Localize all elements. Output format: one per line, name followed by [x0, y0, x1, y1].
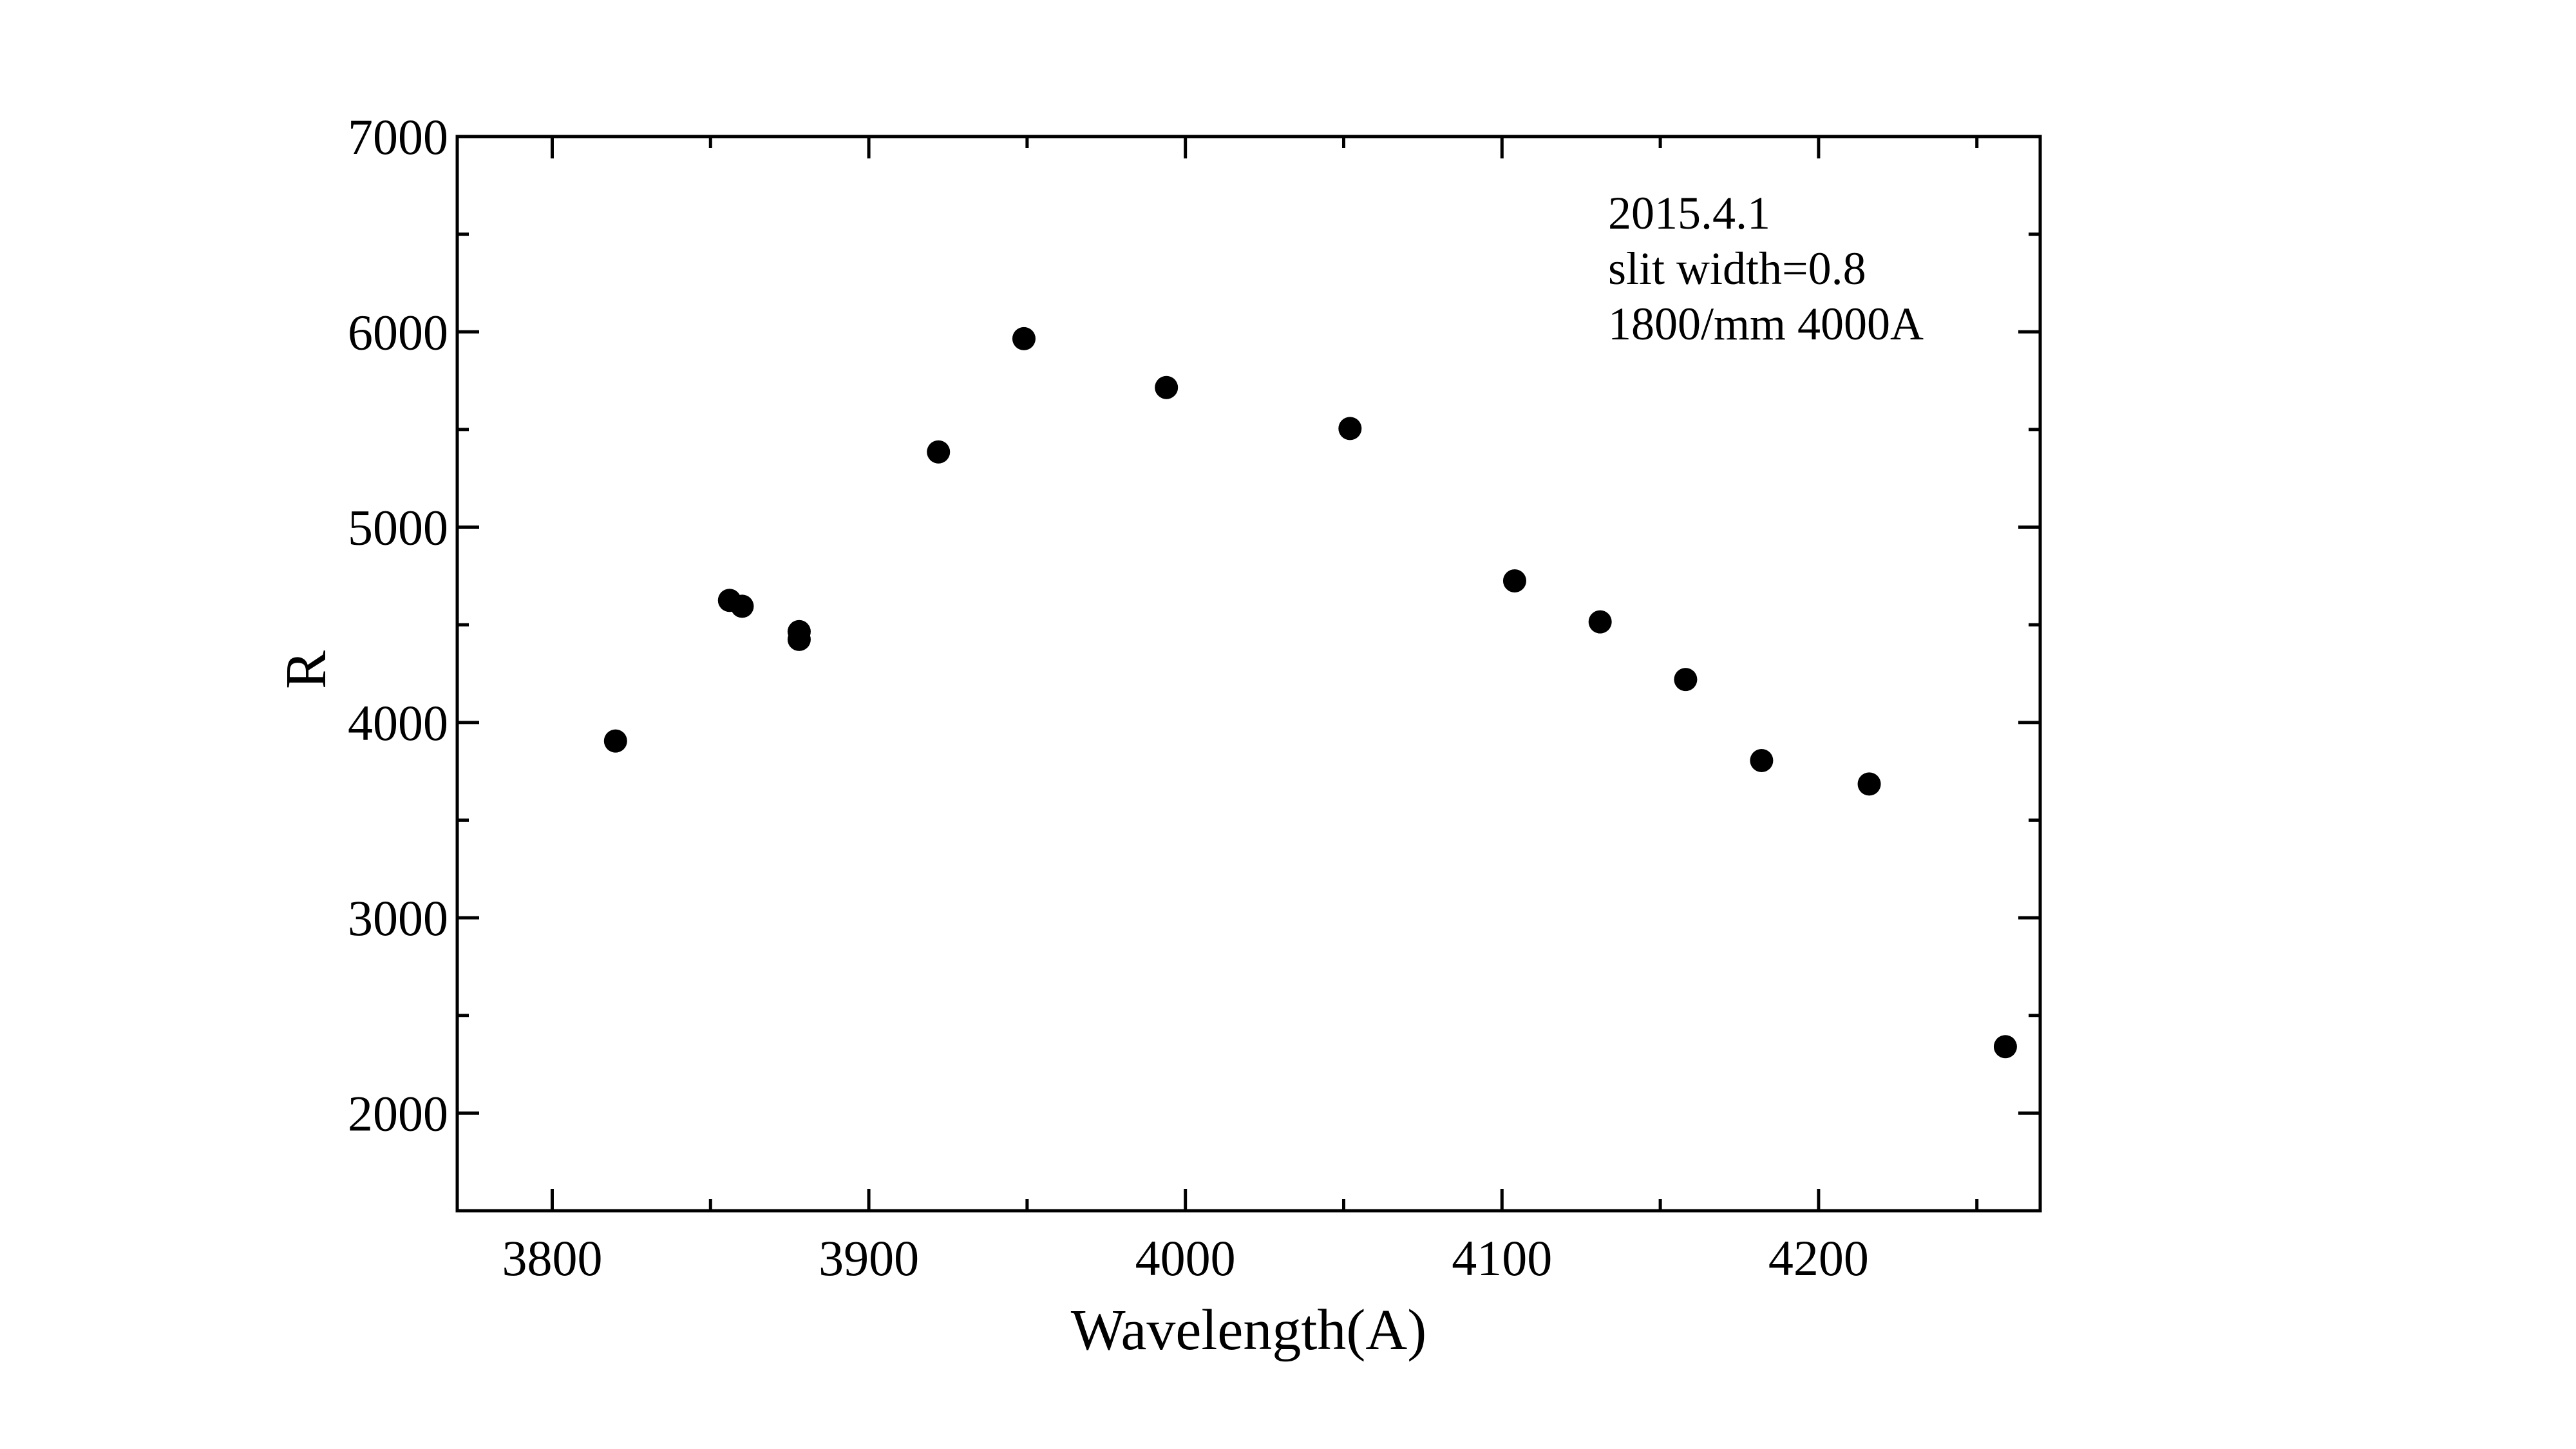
data-point: [787, 627, 811, 651]
data-point: [1674, 668, 1698, 692]
x-tick-label: 4000: [1135, 1230, 1236, 1286]
data-point: [1588, 610, 1612, 634]
data-point: [1857, 772, 1881, 796]
annotation-text: 2015.4.1 slit width=0.8 1800/mm 4000A: [1608, 187, 1924, 350]
data-point: [927, 440, 951, 464]
x-tick-label: 3900: [819, 1230, 919, 1286]
y-tick-label: 6000: [348, 304, 448, 360]
axis-ticks: [457, 135, 2040, 1213]
x-axis-label: Wavelength(A): [1071, 1298, 1427, 1362]
data-point: [1750, 748, 1774, 772]
data-point: [1155, 375, 1179, 399]
x-tick-label: 4100: [1452, 1230, 1552, 1286]
plot-frame: [455, 135, 2042, 1213]
x-tick-label: 4200: [1768, 1230, 1869, 1286]
y-tick-label: 2000: [348, 1085, 448, 1141]
y-tick-label: 4000: [348, 695, 448, 751]
annotation-date: 2015.4.1: [1608, 187, 1770, 239]
y-tick-label: 5000: [348, 500, 448, 556]
y-axis-label: R: [274, 650, 338, 689]
data-point: [1502, 569, 1526, 592]
data-point: [1012, 327, 1036, 350]
data-points: [603, 327, 2017, 1059]
annotation-slit-width: slit width=0.8: [1608, 243, 1866, 294]
y-tick-label: 3000: [348, 890, 448, 946]
data-point: [1338, 417, 1362, 440]
data-point: [1993, 1035, 2017, 1059]
annotation-grating: 1800/mm 4000A: [1608, 298, 1924, 350]
axis-tick-labels: 3800 3900 4000 4100 4200 2000 3000 4000 5000 6000…: [348, 109, 1869, 1286]
data-point: [730, 594, 754, 618]
y-tick-label: 7000: [348, 109, 448, 165]
data-point: [603, 729, 627, 753]
x-tick-label: 3800: [502, 1230, 602, 1286]
